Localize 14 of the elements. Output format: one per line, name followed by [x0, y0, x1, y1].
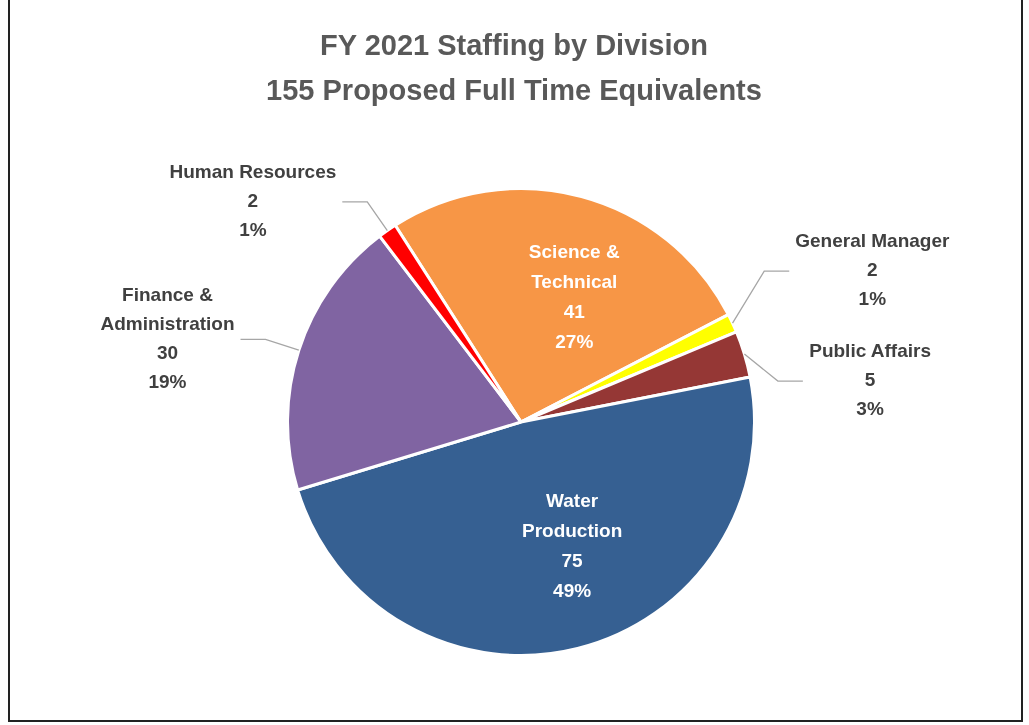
slice-label: General Manager — [795, 230, 951, 252]
slice-label: Finance & Administration — [100, 284, 235, 335]
slice-label: Human Resources — [169, 161, 337, 183]
slice-label: Public Affairs — [809, 340, 931, 362]
data-label: 2 1% — [239, 190, 267, 241]
data-label: 5 3% — [856, 369, 884, 420]
chart-subtitle: 155 Proposed Full Time Equivalents — [266, 74, 762, 106]
slice-label: Water Production — [521, 489, 623, 541]
slice-label: Science & Technical — [528, 241, 620, 293]
data-label: 75 49% — [553, 549, 592, 601]
data-label: 30 19% — [148, 342, 187, 393]
data-label: 2 1% — [858, 259, 887, 310]
chart-title: FY 2021 Staffing by Division — [320, 29, 708, 61]
data-label: 41 27% — [555, 301, 594, 353]
